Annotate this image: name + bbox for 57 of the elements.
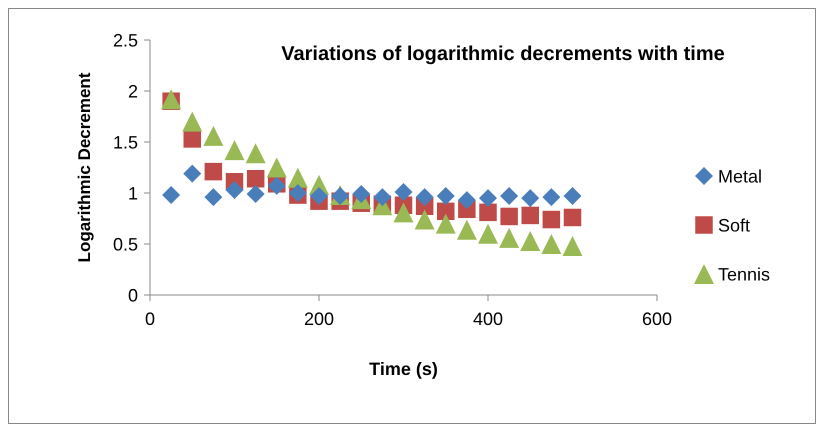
y-tick-label: 2.5 <box>112 30 138 50</box>
point <box>394 182 412 201</box>
point <box>542 188 560 206</box>
point <box>500 207 518 226</box>
point <box>204 188 222 206</box>
point <box>246 143 266 164</box>
point <box>246 169 265 188</box>
y-tick-label: 0.5 <box>112 234 138 254</box>
point <box>226 180 244 199</box>
point <box>521 206 540 225</box>
y-tick-label: 2 <box>128 81 138 102</box>
point <box>458 191 476 210</box>
point <box>414 210 435 230</box>
point <box>183 130 202 148</box>
point <box>436 187 455 206</box>
point <box>541 234 562 254</box>
chart-title: Variations of logarithmic decrements with time <box>281 43 725 65</box>
point <box>456 220 477 240</box>
point <box>478 224 498 244</box>
point <box>499 228 520 248</box>
point <box>416 188 434 206</box>
point <box>224 140 244 160</box>
point <box>521 189 540 208</box>
point <box>373 188 392 206</box>
y-tick-label: 1.5 <box>112 132 138 152</box>
point <box>162 186 180 204</box>
point <box>479 189 497 208</box>
point <box>204 162 223 181</box>
x-tick-label: 200 <box>304 309 334 329</box>
point <box>478 203 498 222</box>
x-tick-label: 400 <box>472 309 504 329</box>
point <box>563 208 582 227</box>
point <box>352 185 370 204</box>
point <box>203 126 224 146</box>
point <box>266 158 287 178</box>
point <box>246 185 265 204</box>
point <box>564 187 582 206</box>
point <box>500 187 518 206</box>
point <box>182 112 202 132</box>
point <box>436 214 456 234</box>
point <box>520 230 540 251</box>
legend-label: Tennis <box>718 264 770 284</box>
point <box>562 236 582 256</box>
legend-label: Soft <box>718 215 750 236</box>
point <box>542 210 561 229</box>
y-tick-label: 0 <box>128 285 138 306</box>
legend-label: Metal <box>718 166 762 186</box>
x-tick-label: 600 <box>642 309 672 329</box>
point <box>394 202 414 222</box>
y-axis-title: Logarithmic Decrement <box>75 72 94 262</box>
point <box>183 164 202 183</box>
x-tick-label: 0 <box>144 309 156 329</box>
point <box>436 202 455 221</box>
point <box>288 168 308 188</box>
x-axis-title: Time (s) <box>369 359 438 379</box>
point <box>310 187 328 206</box>
y-tick-label: 1 <box>128 183 138 204</box>
